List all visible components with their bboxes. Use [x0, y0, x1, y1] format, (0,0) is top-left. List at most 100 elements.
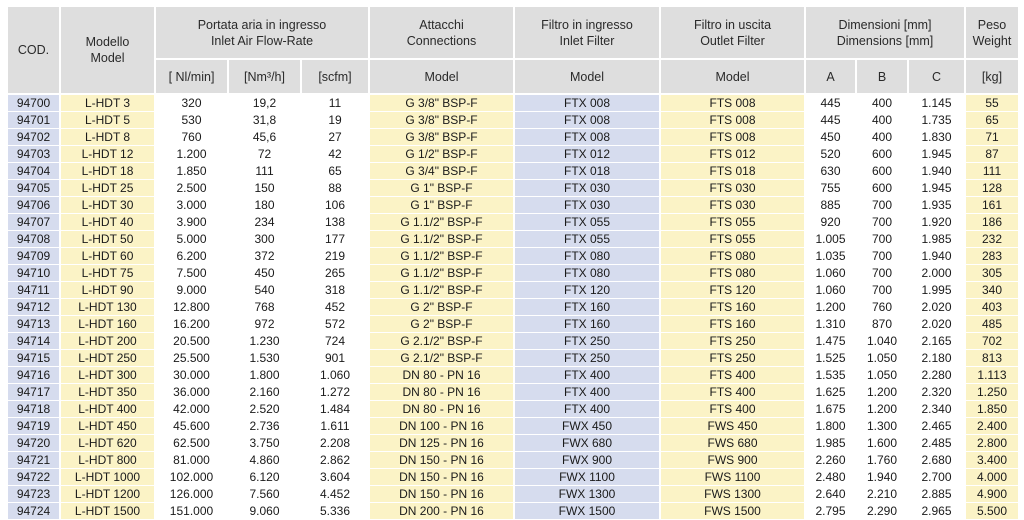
- dim-c-cell: 2.700: [909, 469, 964, 486]
- dim-b-cell: 1.040: [857, 333, 907, 350]
- cod-cell: 94717: [8, 384, 59, 401]
- outlet-filter-cell: FTS 250: [661, 350, 804, 367]
- inlet-filter-cell: FTX 030: [515, 197, 659, 214]
- table-row: 94716 L-HDT 300 30.000 1.800 1.060 DN 80 - PN…: [8, 367, 1018, 384]
- flow-nlmin-cell: 2.500: [156, 180, 227, 197]
- table-row: 94710 L-HDT 75 7.500 450 265 G 1.1/2" BSP-F FT…: [8, 265, 1018, 282]
- header-cod: COD.: [8, 7, 59, 93]
- inlet-filter-cell: FTX 055: [515, 214, 659, 231]
- dim-c-cell: 1.830: [909, 129, 964, 146]
- dim-b-cell: 1.050: [857, 367, 907, 384]
- dim-c-cell: 2.465: [909, 418, 964, 435]
- outlet-filter-cell: FTS 008: [661, 112, 804, 129]
- dim-c-label: C: [909, 58, 964, 93]
- header-weight-en: Weight: [972, 33, 1012, 48]
- flow-nm3h-cell: 1.230: [229, 333, 300, 350]
- header-outlet-filter-en: Outlet Filter: [700, 33, 765, 48]
- table-row: 94703 L-HDT 12 1.200 72 42 G 1/2" BSP-F FTX 01…: [8, 146, 1018, 163]
- inlet-filter-cell: FTX 018: [515, 163, 659, 180]
- dim-c-cell: 1.735: [909, 112, 964, 129]
- cod-cell: 94719: [8, 418, 59, 435]
- dim-b-cell: 1.940: [857, 469, 907, 486]
- inlet-filter-cell: FWX 1500: [515, 503, 659, 520]
- flow-nm3h-cell: 768: [229, 299, 300, 316]
- dim-c-cell: 2.180: [909, 350, 964, 367]
- outlet-filter-cell: FTS 400: [661, 401, 804, 418]
- dim-c-cell: 2.165: [909, 333, 964, 350]
- connection-cell: G 3/8" BSP-F: [370, 129, 513, 146]
- dim-c-cell: 1.940: [909, 163, 964, 180]
- flow-scfm-cell: 1.060: [302, 367, 368, 384]
- dim-c-cell: 1.945: [909, 146, 964, 163]
- model-cell: L-HDT 5: [61, 112, 154, 129]
- dim-a-cell: 2.260: [806, 452, 855, 469]
- weight-cell: 283: [966, 248, 1018, 265]
- inlet-filter-cell: FTX 008: [515, 112, 659, 129]
- cod-cell: 94705: [8, 180, 59, 197]
- model-cell: L-HDT 40: [61, 214, 154, 231]
- table-row: 94718 L-HDT 400 42.000 2.520 1.484 DN 80 - PN…: [8, 401, 1018, 418]
- flow-nlmin-cell: 760: [156, 129, 227, 146]
- dim-a-cell: 2.480: [806, 469, 855, 486]
- dim-a-cell: 1.060: [806, 282, 855, 299]
- dim-c-cell: 2.020: [909, 299, 964, 316]
- cod-cell: 94708: [8, 231, 59, 248]
- cod-cell: 94722: [8, 469, 59, 486]
- connection-cell: G 2" BSP-F: [370, 299, 513, 316]
- dim-c-cell: 2.000: [909, 265, 964, 282]
- flow-scfm-cell: 452: [302, 299, 368, 316]
- flow-scfm-cell: 19: [302, 112, 368, 129]
- connection-cell: DN 150 - PN 16: [370, 469, 513, 486]
- weight-cell: 161: [966, 197, 1018, 214]
- flow-nm3h-cell: 3.750: [229, 435, 300, 452]
- dim-a-cell: 2.640: [806, 486, 855, 503]
- flow-nlmin-cell: 320: [156, 93, 227, 112]
- weight-cell: 55: [966, 93, 1018, 112]
- cod-cell: 94710: [8, 265, 59, 282]
- outlet-filter-cell: FTS 055: [661, 231, 804, 248]
- inlet-filter-cell: FTX 120: [515, 282, 659, 299]
- header-inlet-filter: Filtro in ingresso Inlet Filter: [515, 7, 659, 58]
- dim-a-cell: 1.535: [806, 367, 855, 384]
- outlet-filter-cell: FTS 055: [661, 214, 804, 231]
- model-cell: L-HDT 800: [61, 452, 154, 469]
- connection-cell: G 1.1/2" BSP-F: [370, 265, 513, 282]
- flow-nm3h-cell: 1.800: [229, 367, 300, 384]
- model-cell: L-HDT 60: [61, 248, 154, 265]
- inlet-filter-cell: FWX 680: [515, 435, 659, 452]
- flow-nlmin-cell: 36.000: [156, 384, 227, 401]
- flow-nlmin-cell: 81.000: [156, 452, 227, 469]
- outlet-filter-cell: FTS 008: [661, 129, 804, 146]
- header-flow-en: Inlet Air Flow-Rate: [210, 33, 314, 48]
- flow-scfm-cell: 1.611: [302, 418, 368, 435]
- outlet-filter-cell: FTS 400: [661, 384, 804, 401]
- flow-scfm-cell: 88: [302, 180, 368, 197]
- flow-scfm-cell: 2.862: [302, 452, 368, 469]
- dim-b-cell: 400: [857, 112, 907, 129]
- dim-b-cell: 600: [857, 163, 907, 180]
- model-cell: L-HDT 200: [61, 333, 154, 350]
- dim-b-cell: 700: [857, 197, 907, 214]
- dim-c-cell: 1.145: [909, 93, 964, 112]
- header-outlet-filter: Filtro in uscita Outlet Filter: [661, 7, 804, 58]
- header-model-it: Modello: [85, 35, 130, 49]
- dim-c-cell: 2.965: [909, 503, 964, 520]
- table-row: 94702 L-HDT 8 760 45,6 27 G 3/8" BSP-F FTX 008…: [8, 129, 1018, 146]
- cod-cell: 94718: [8, 401, 59, 418]
- table-row: 94707 L-HDT 40 3.900 234 138 G 1.1/2" BSP-F FT…: [8, 214, 1018, 231]
- flow-nm3h-cell: 372: [229, 248, 300, 265]
- connection-cell: G 1/2" BSP-F: [370, 146, 513, 163]
- flow-nlmin-cell: 16.200: [156, 316, 227, 333]
- table-row: 94713 L-HDT 160 16.200 972 572 G 2" BSP-F FTX …: [8, 316, 1018, 333]
- weight-cell: 186: [966, 214, 1018, 231]
- table-row: 94714 L-HDT 200 20.500 1.230 724 G 2.1/2" BSP…: [8, 333, 1018, 350]
- flow-nlmin-cell: 30.000: [156, 367, 227, 384]
- flow-nlmin-cell: 3.000: [156, 197, 227, 214]
- table-row: 94705 L-HDT 25 2.500 150 88 G 1" BSP-F FTX 030…: [8, 180, 1018, 197]
- flow-nm3h-cell: 72: [229, 146, 300, 163]
- flow-nm3h-cell: 6.120: [229, 469, 300, 486]
- inlet-filter-cell: FTX 080: [515, 248, 659, 265]
- outlet-filter-cell: FWS 1500: [661, 503, 804, 520]
- weight-cell: 65: [966, 112, 1018, 129]
- table-row: 94722 L-HDT 1000 102.000 6.120 3.604 DN 150 -…: [8, 469, 1018, 486]
